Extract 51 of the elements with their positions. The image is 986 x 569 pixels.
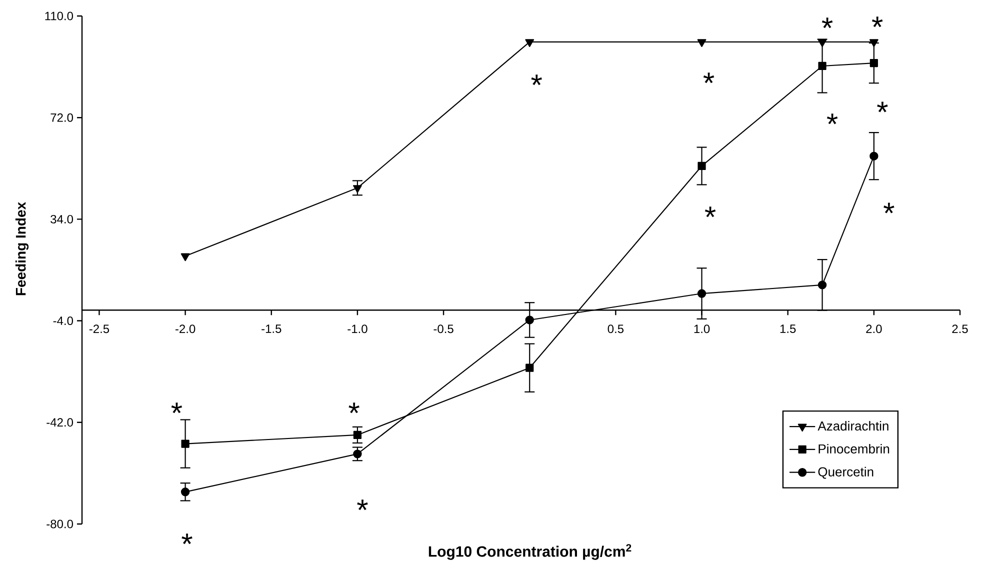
- y-tick-label: 72.0: [50, 113, 74, 122]
- point: [697, 289, 706, 298]
- point: [525, 39, 534, 47]
- annotation: *: [182, 534, 192, 544]
- x-axis-title: Log10 Concentration µg/cm$^{2}$: [428, 544, 632, 560]
- annotation: *: [531, 74, 542, 86]
- point: [525, 316, 534, 324]
- annotation: *: [171, 402, 182, 414]
- y-tick-label: -80.0: [46, 520, 74, 528]
- point: [180, 253, 190, 262]
- x-tick-label: 1.0: [694, 324, 710, 334]
- legend-label: Quercetin: [818, 466, 874, 479]
- y-tick-label: -42.0: [46, 418, 74, 427]
- point: [818, 39, 827, 47]
- point: [870, 152, 878, 160]
- annotation: *: [872, 16, 883, 28]
- x-tick-label: -1.0: [348, 324, 368, 334]
- x-tick-label: 1.5: [780, 324, 796, 333]
- annotation: *: [826, 114, 838, 124]
- point: [353, 185, 362, 193]
- point: [870, 58, 878, 68]
- y-tick-label: -4.0: [53, 316, 74, 326]
- point: [818, 62, 826, 70]
- annotation: *: [877, 102, 888, 112]
- y-tick-label: 34.0: [50, 214, 74, 224]
- x-tick-label: 0.5: [608, 324, 624, 334]
- annotation: *: [884, 202, 894, 214]
- annotation: *: [704, 206, 716, 218]
- x-tick-label: 2.0: [866, 324, 882, 334]
- x-tick-label: -2.0: [175, 324, 196, 334]
- point: [698, 162, 706, 170]
- x-tick-label: -2.5: [89, 324, 110, 334]
- x-tick-label: -0.5: [434, 324, 454, 334]
- y-axis-title: Feeding Index: [15, 202, 29, 296]
- x-tick-label: -1.5: [262, 324, 282, 333]
- legend-label: Azadirachtin: [818, 421, 888, 431]
- point: [526, 364, 534, 372]
- point: [818, 280, 827, 290]
- point: [181, 440, 190, 448]
- annotation: *: [348, 402, 360, 414]
- point: [353, 430, 362, 440]
- point: [180, 488, 190, 496]
- annotation: *: [357, 500, 368, 510]
- legend-label: Pinocembrin: [818, 444, 890, 454]
- annotation: *: [703, 72, 714, 84]
- annotation: *: [822, 18, 833, 28]
- point: [353, 450, 362, 458]
- point: [697, 39, 706, 47]
- x-tick-label: 2.5: [952, 324, 968, 334]
- point: [869, 39, 878, 47]
- y-tick-label: 110.0: [45, 12, 74, 20]
